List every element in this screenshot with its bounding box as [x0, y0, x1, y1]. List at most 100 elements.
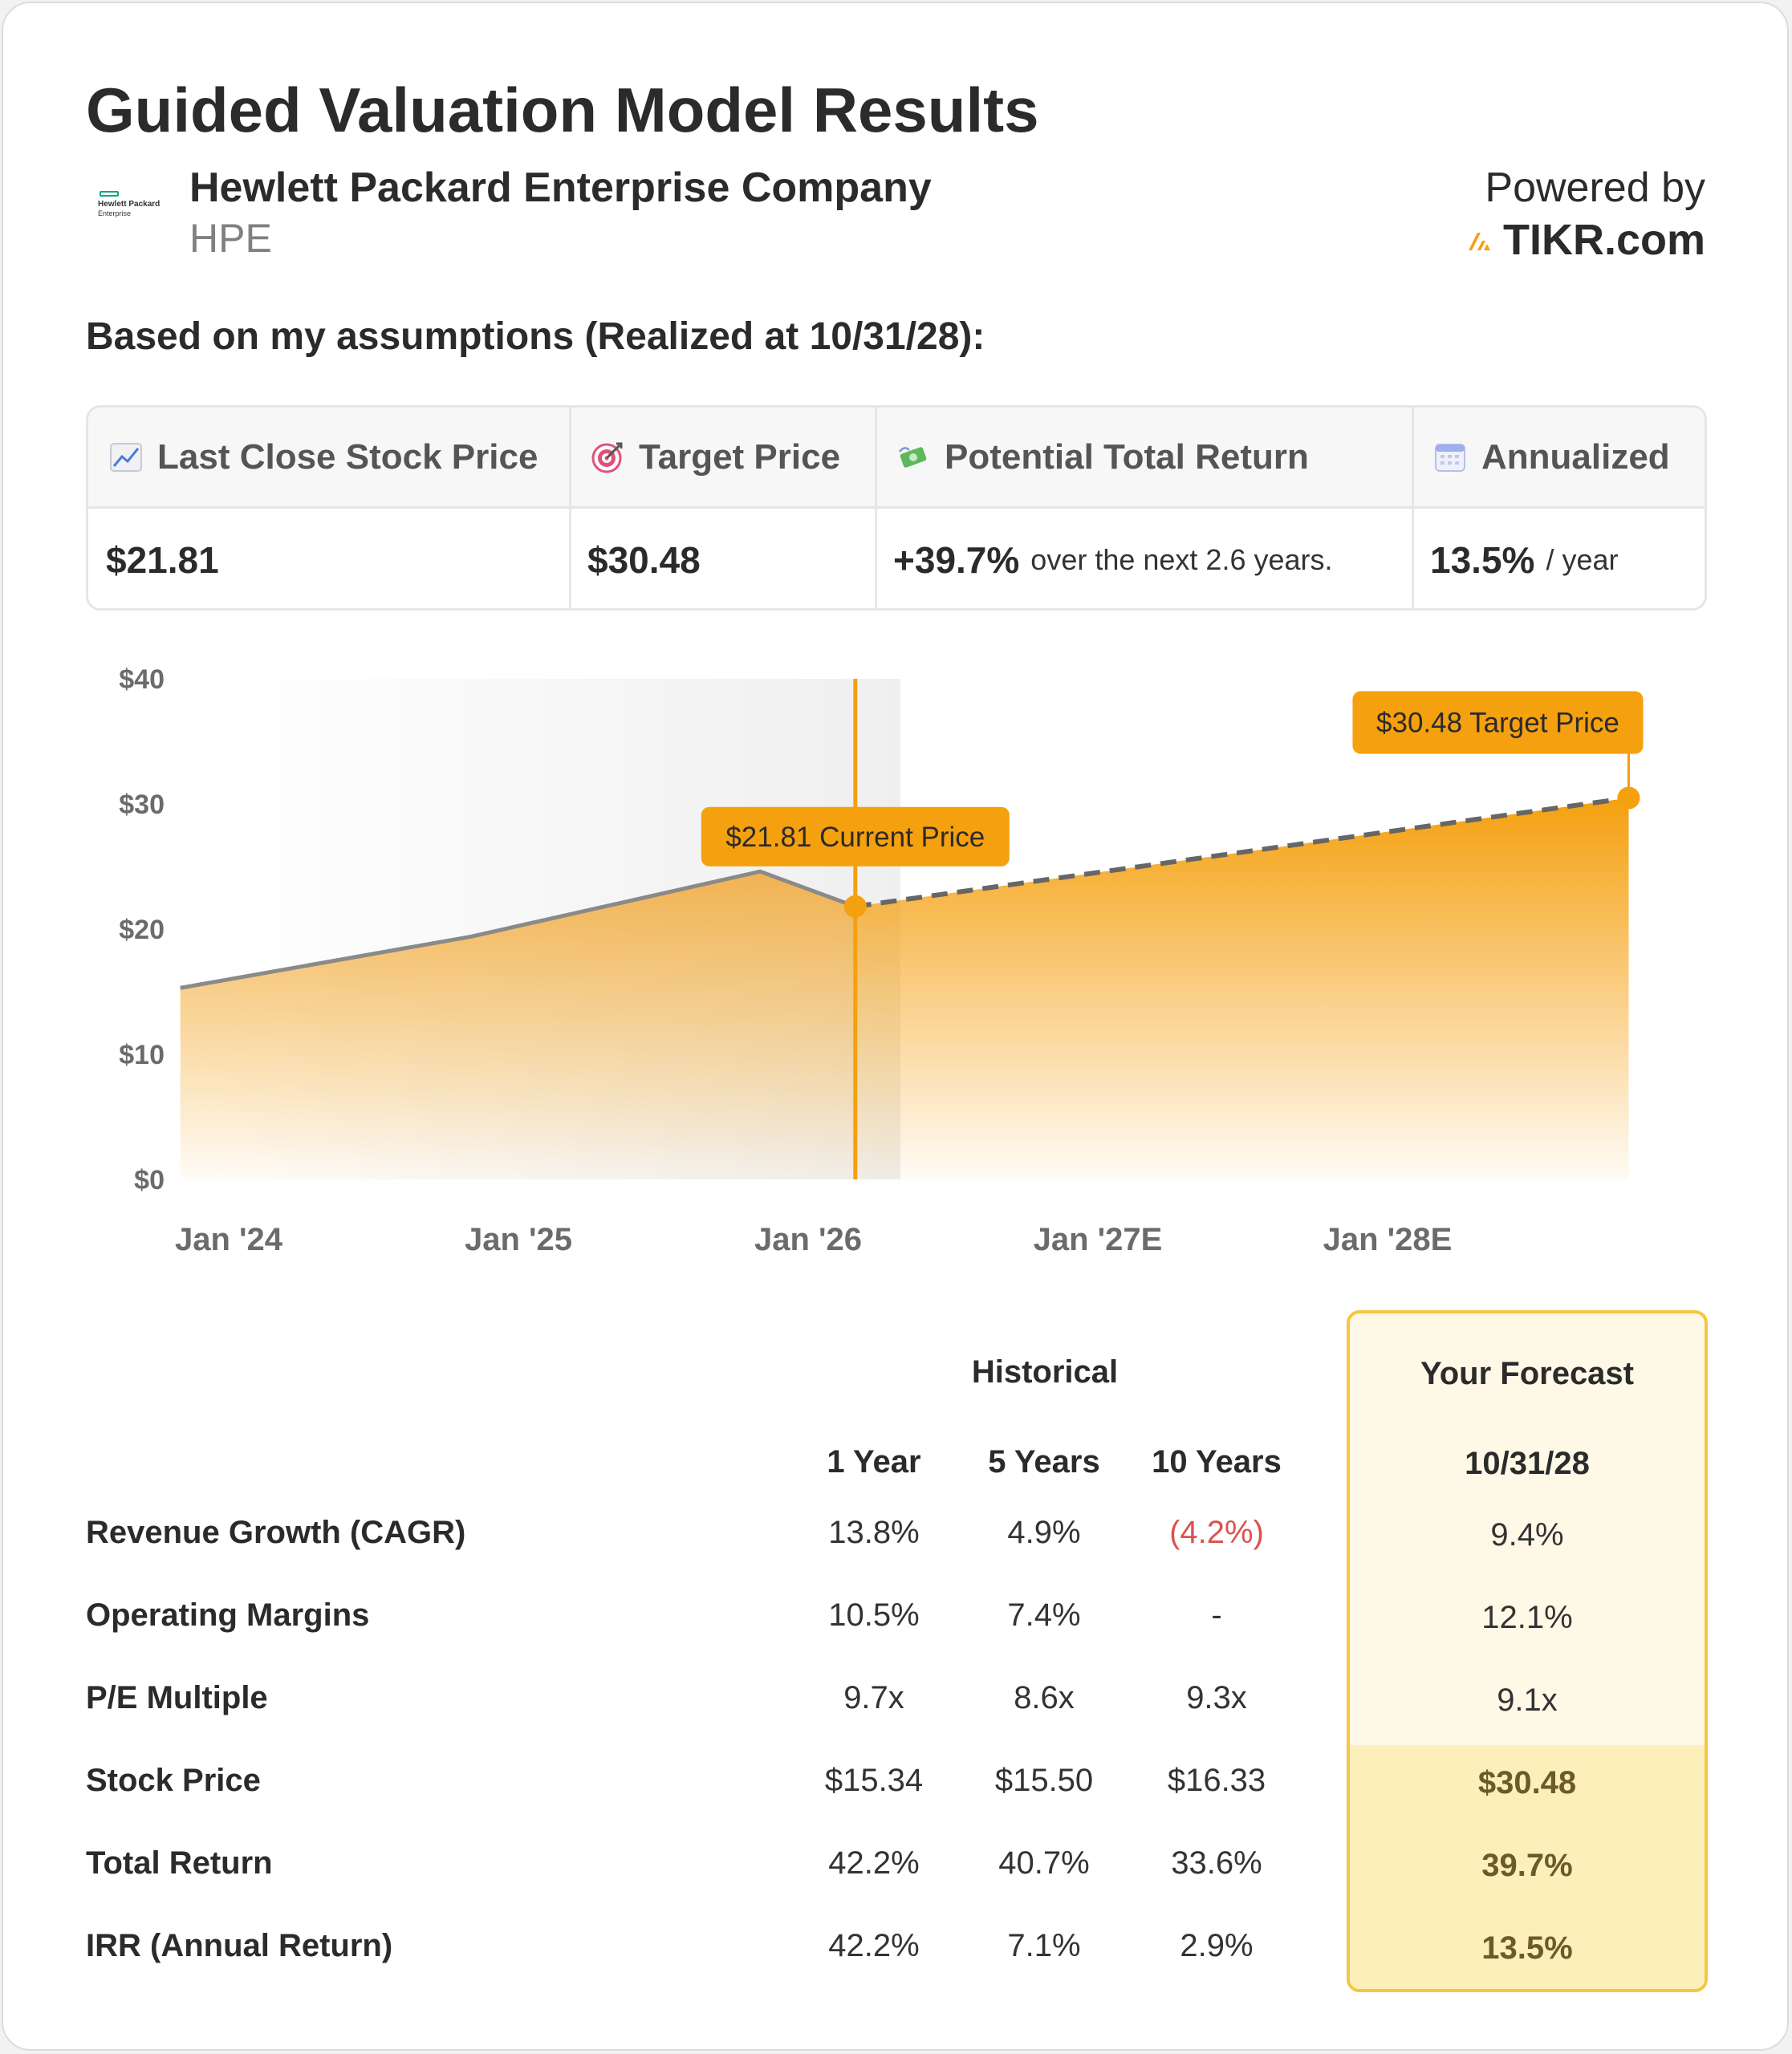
logo-mark: [100, 191, 119, 197]
metric-value-target: $30.48: [587, 538, 701, 581]
table-cell: 9.7x: [843, 1680, 904, 1715]
metrics-divider: [1412, 408, 1414, 608]
metric-header-last-close: Last Close Stock Price: [88, 408, 570, 509]
target-price-callout-box: [1352, 691, 1644, 754]
y-tick-label: $20: [119, 915, 165, 945]
table-cell: $16.33: [1167, 1763, 1266, 1798]
metric-label-last-close: Last Close Stock Price: [157, 436, 538, 477]
forecast-cell: 9.1x: [1497, 1683, 1558, 1718]
company-ticker: HPE: [189, 216, 272, 261]
forecast-cell: 9.4%: [1490, 1517, 1564, 1553]
row-label: Operating Margins: [86, 1597, 370, 1633]
forecast-cell: 39.7%: [1481, 1848, 1573, 1883]
powered-by-label: Powered by: [1485, 164, 1705, 211]
forecast-column-highlight: [1347, 1310, 1708, 1992]
x-axis: Jan '24 Jan '25 Jan '26 Jan '27E Jan '28E: [175, 1222, 1452, 1257]
table-cell: 40.7%: [998, 1845, 1090, 1881]
metric-value-annualized: 13.5%: [1430, 538, 1535, 581]
price-chart: $0$10$20$30$40 Jan '24 Jan '25 Jan '26 Jan …: [119, 664, 1644, 1257]
money-wings-icon: [899, 446, 927, 468]
row-label: Stock Price: [86, 1763, 261, 1798]
brand-link[interactable]: TIKR.com: [1466, 215, 1705, 265]
historical-area: [180, 871, 855, 1179]
table-cell: 9.3x: [1186, 1680, 1247, 1715]
table-cell: 10.5%: [828, 1597, 920, 1633]
target-price-point: [1617, 786, 1640, 810]
table-cell: 2.9%: [1180, 1928, 1254, 1963]
x-tick-label: Jan '26: [754, 1222, 862, 1257]
forecast-results-highlight: [1350, 1745, 1705, 1989]
metric-value-annualized-cell: 13.5% / year: [1412, 509, 1705, 608]
forecast-cell: 12.1%: [1481, 1600, 1573, 1635]
x-tick-label: Jan '27E: [1034, 1222, 1163, 1257]
column-header: 10 Years: [1152, 1444, 1282, 1480]
metrics-divider: [569, 408, 571, 608]
company-name: Hewlett Packard Enterprise Company: [189, 164, 932, 211]
tikr-logo-icon: [1468, 233, 1490, 250]
x-tick-label: Jan '24: [175, 1222, 283, 1257]
x-tick-label: Jan '28E: [1323, 1222, 1453, 1257]
table-cell: $15.50: [994, 1763, 1094, 1798]
metric-label-target: Target Price: [639, 436, 841, 477]
metric-annualized-unit: / year: [1546, 542, 1619, 576]
target-icon: [591, 442, 623, 473]
page-title: Guided Valuation Model Results: [86, 75, 1039, 145]
current-price-callout: $21.81 Current Price: [701, 806, 1010, 867]
calendar-icon: [1435, 443, 1465, 472]
y-axis: $0 $10 $20 $30 $40: [119, 664, 165, 1195]
table-cell: 42.2%: [828, 1845, 920, 1881]
current-price-callout-label: $21.81 Current Price: [725, 822, 985, 853]
row-label: P/E Multiple: [86, 1680, 268, 1715]
metric-header-total-return: Potential Total Return: [876, 408, 1412, 509]
metric-value-total-return: +39.7%: [893, 538, 1020, 581]
forecast-header: Your Forecast: [1420, 1356, 1634, 1391]
table-cell: 8.6x: [1014, 1680, 1075, 1715]
metric-value-target-cell: $30.48: [570, 509, 876, 608]
metric-value-last-close-cell: $21.81: [88, 509, 570, 608]
table-cell: (4.2%): [1169, 1515, 1264, 1550]
logo-text-line2: Enterprise: [98, 209, 132, 217]
metric-label-total-return: Potential Total Return: [945, 436, 1309, 477]
forecast-column-header: 10/31/28: [1465, 1446, 1590, 1481]
forecast-price-line: [855, 795, 1629, 909]
y-tick-label: $0: [134, 1165, 165, 1195]
table-cell: 7.1%: [1007, 1928, 1081, 1963]
y-tick-label: $30: [119, 790, 165, 820]
chart-increasing-icon: [110, 442, 142, 472]
assumptions-heading: Based on my assumptions (Realized at 10/…: [86, 315, 985, 358]
row-label: IRR (Annual Return): [86, 1928, 393, 1963]
forecast-cell: $30.48: [1477, 1765, 1577, 1800]
metric-label-annualized: Annualized: [1481, 436, 1670, 477]
historical-price-line: [180, 869, 856, 990]
row-label: Revenue Growth (CAGR): [86, 1515, 466, 1550]
current-price-callout-box: [701, 806, 1010, 867]
column-header: 1 Year: [827, 1444, 921, 1480]
table-cell: $15.34: [824, 1763, 924, 1798]
table-cell: 13.8%: [828, 1515, 920, 1550]
row-label: Total Return: [86, 1845, 273, 1881]
table-cell: 33.6%: [1171, 1845, 1262, 1881]
metrics-divider: [875, 408, 877, 608]
target-price-callout-label: $30.48 Target Price: [1376, 708, 1619, 739]
table-cell: -: [1211, 1597, 1222, 1633]
company-logo: Hewlett Packard Enterprise: [96, 189, 161, 218]
historical-header: Historical: [971, 1354, 1119, 1390]
logo-text-line1: Hewlett Packard: [98, 200, 161, 209]
column-header: 5 Years: [988, 1444, 1100, 1480]
brand-name: TIKR.com: [1502, 216, 1705, 264]
current-price-point: [843, 895, 867, 918]
metrics-table: Last Close Stock Price Target Price Pote…: [86, 405, 1707, 611]
table-cell: 42.2%: [828, 1928, 920, 1963]
table-cell: 4.9%: [1007, 1515, 1081, 1550]
metric-header-target: Target Price: [570, 408, 876, 509]
table-cell: 7.4%: [1007, 1597, 1081, 1633]
x-tick-label: Jan '25: [465, 1222, 572, 1257]
y-tick-label: $40: [119, 664, 165, 695]
forecast-area: [855, 798, 1629, 1179]
metric-header-annualized: Annualized: [1412, 408, 1705, 509]
metric-value-total-return-cell: +39.7% over the next 2.6 years.: [876, 509, 1412, 608]
y-tick-label: $10: [119, 1040, 165, 1070]
forecast-cell: 13.5%: [1481, 1930, 1573, 1966]
metric-value-last-close: $21.81: [106, 538, 219, 581]
metric-total-return-note: over the next 2.6 years.: [1030, 542, 1333, 576]
